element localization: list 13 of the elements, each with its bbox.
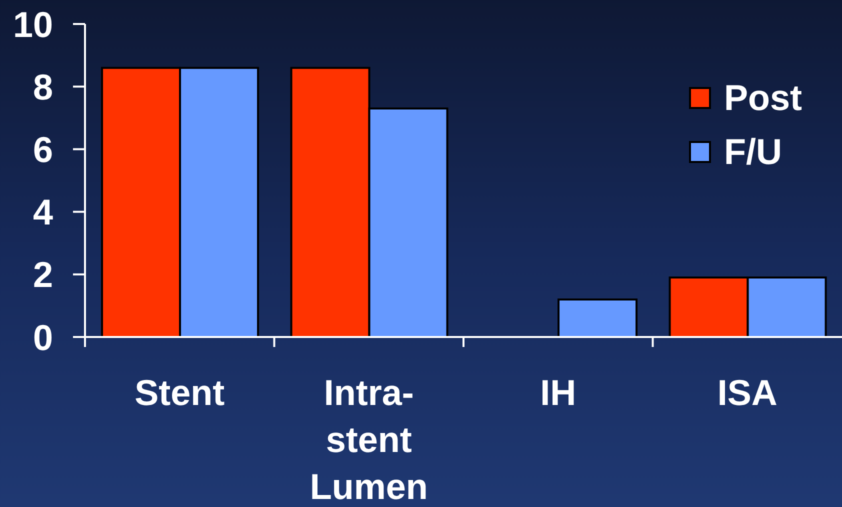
y-tick-label: 6: [32, 128, 53, 170]
x-tick-label: Stent: [134, 372, 225, 413]
x-tick-label: Intra-stent Lumen: [310, 372, 428, 507]
y-tick-label: 4: [32, 192, 53, 233]
x-tick-label: ISA: [717, 372, 778, 413]
y-tick-label: 2: [32, 254, 53, 296]
y-tick-label: 8: [32, 66, 53, 108]
y-tick-label: 0: [32, 316, 53, 358]
y-tick-label: 10: [12, 4, 53, 45]
bar: [558, 298, 638, 337]
legend-label: Post: [724, 77, 802, 118]
legend-label: F/U: [724, 131, 782, 172]
x-tick-label: IH: [540, 372, 576, 413]
